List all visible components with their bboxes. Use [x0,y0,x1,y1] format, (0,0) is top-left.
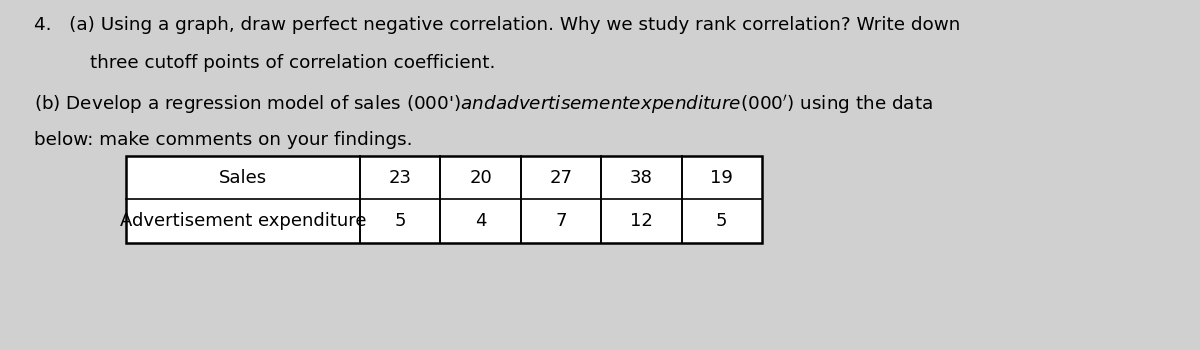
Text: 4: 4 [475,212,486,230]
Text: 23: 23 [389,169,412,187]
Text: (b) Develop a regression model of sales (000'$) and advertisement expenditure (0: (b) Develop a regression model of sales … [34,93,932,116]
Text: 20: 20 [469,169,492,187]
Text: 5: 5 [395,212,406,230]
Text: three cutoff points of correlation coefficient.: three cutoff points of correlation coeff… [90,54,496,72]
Text: 5: 5 [716,212,727,230]
Text: 4.   (a) Using a graph, draw perfect negative correlation. Why we study rank cor: 4. (a) Using a graph, draw perfect negat… [34,16,960,34]
Text: Advertisement expenditure: Advertisement expenditure [120,212,366,230]
Text: 19: 19 [710,169,733,187]
Text: 7: 7 [556,212,566,230]
Text: 27: 27 [550,169,572,187]
Text: Sales: Sales [218,169,268,187]
Text: 38: 38 [630,169,653,187]
Text: below: make comments on your findings.: below: make comments on your findings. [34,131,412,149]
Text: 12: 12 [630,212,653,230]
Bar [126,156,762,243]
